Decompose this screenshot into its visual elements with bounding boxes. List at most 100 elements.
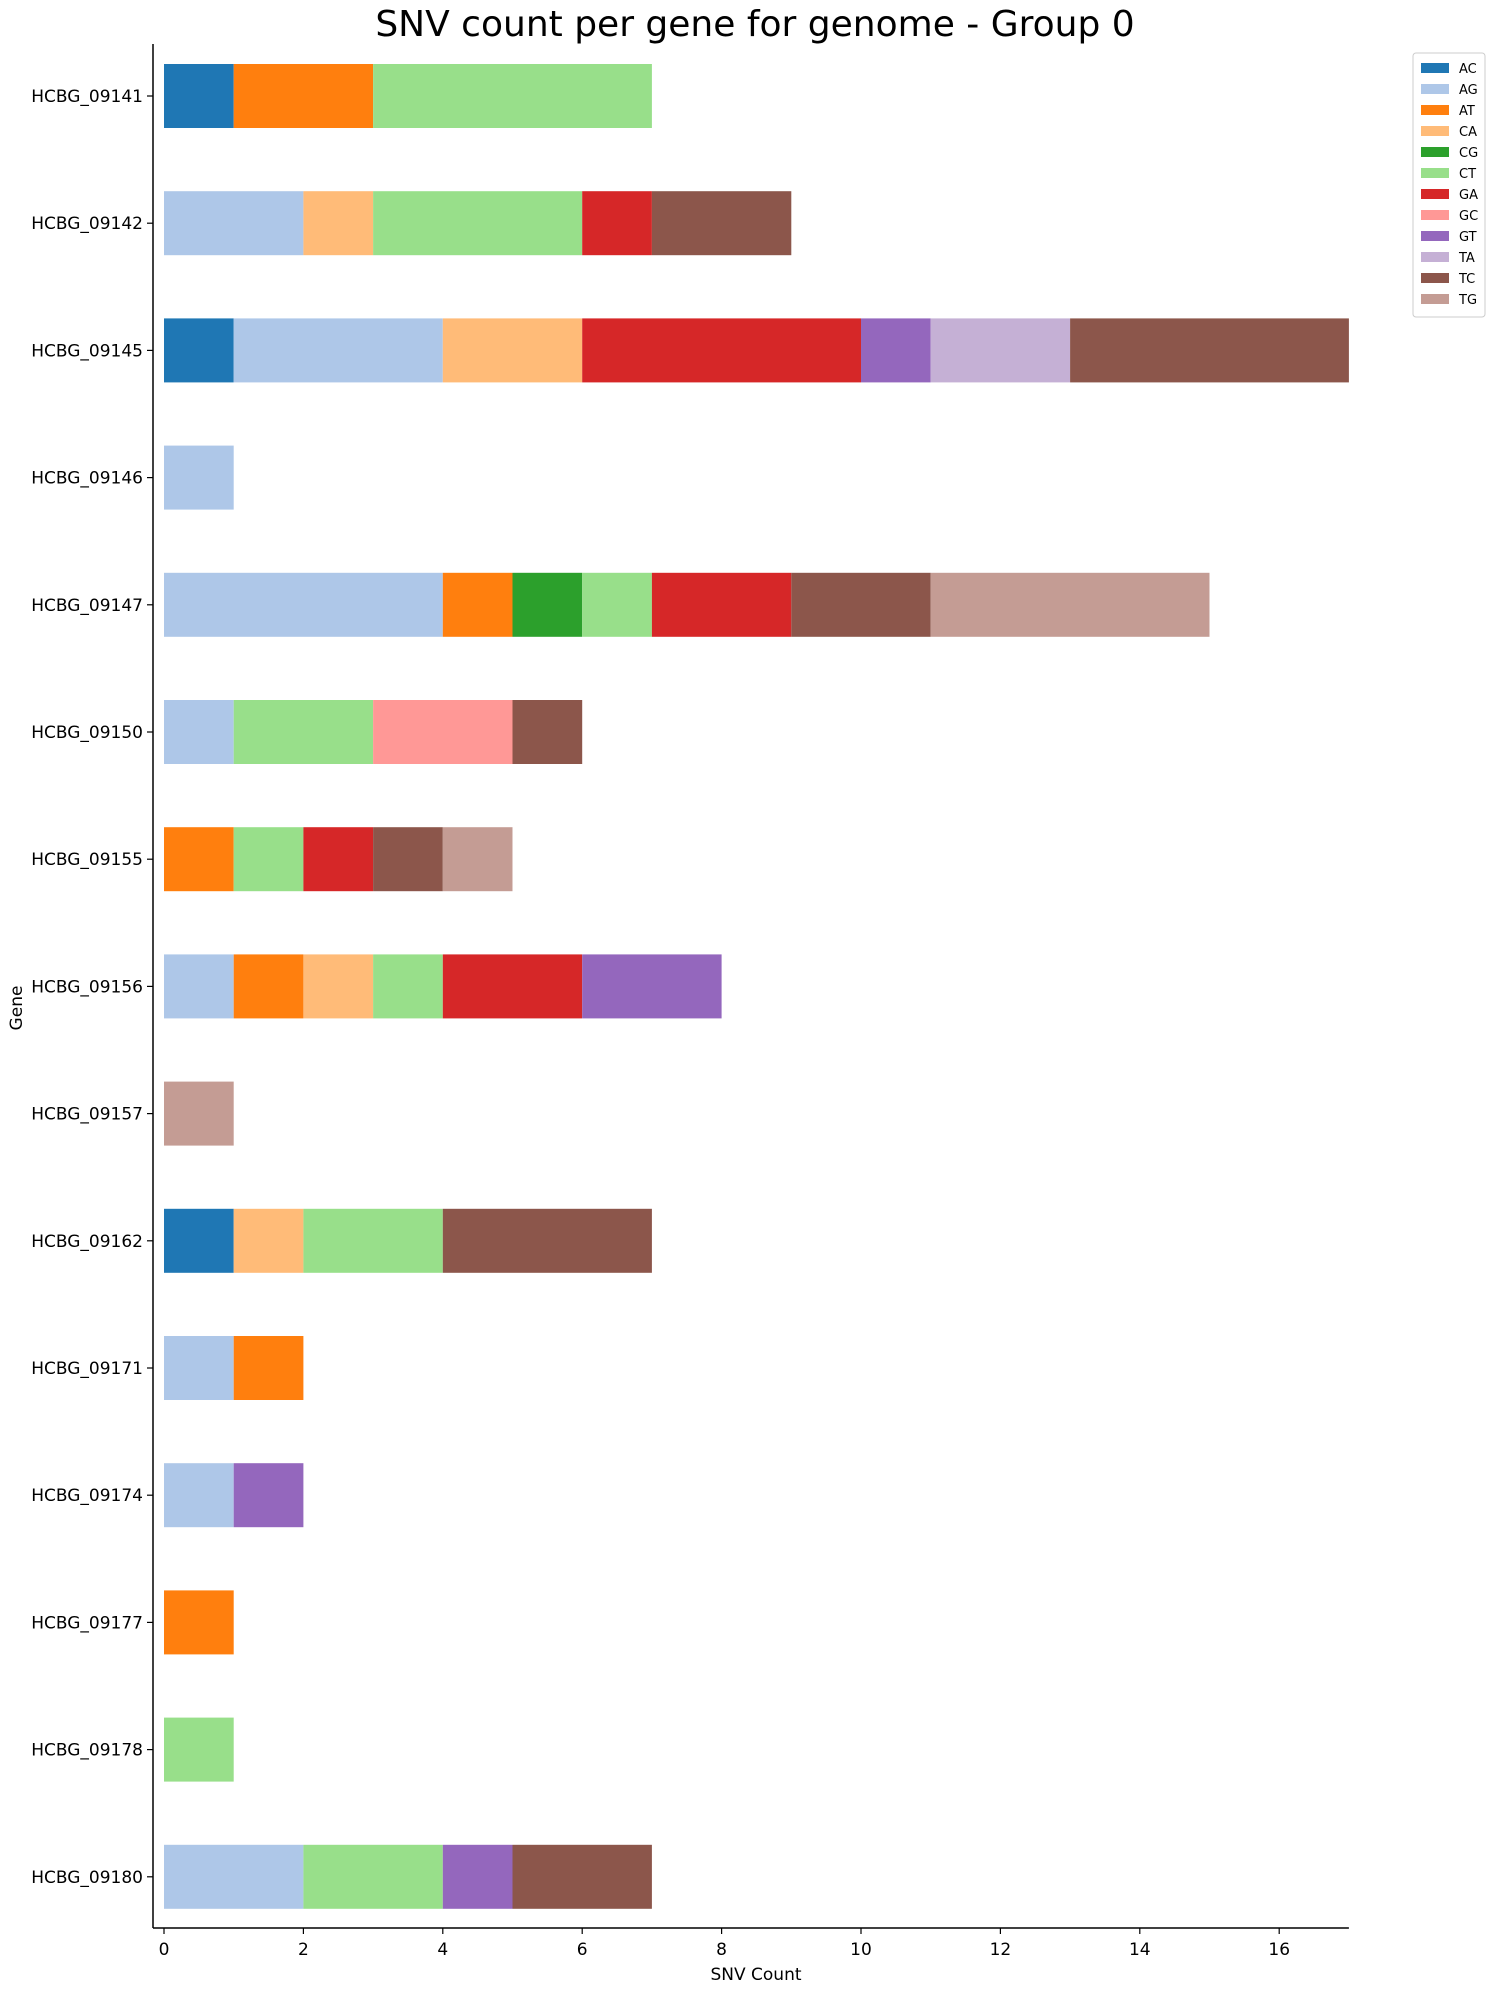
y-tick-label: HCBG_09145 [31, 341, 143, 361]
y-tick-label: HCBG_09174 [31, 1486, 143, 1506]
bar-segment-hcbg-09147-at [442, 572, 513, 637]
x-axis: 0 2 4 6 8 10 12 14 16 [153, 1927, 1349, 1960]
legend-label-cg: CG [1459, 146, 1478, 161]
bar-segment-hcbg-09145-gt [861, 318, 931, 383]
legend-label-ca: CA [1459, 125, 1477, 140]
bar-segment-hcbg-09145-ac [164, 318, 234, 383]
y-tick-label: HCBG_09162 [31, 1232, 143, 1252]
y-tick-label: HCBG_09171 [31, 1359, 143, 1379]
legend-swatch-ga [1421, 189, 1449, 199]
bar-segment-hcbg-09180-tc [512, 1844, 652, 1909]
bar-segment-hcbg-09162-ca [233, 1208, 304, 1273]
legend-swatch-tg [1421, 294, 1449, 304]
bar-segment-hcbg-09157-tg [164, 1081, 234, 1146]
y-tick-label: HCBG_09141 [31, 87, 143, 107]
legend-swatch-gt [1421, 231, 1449, 241]
x-tick-label: 4 [437, 1940, 448, 1960]
bar-segment-hcbg-09171-ag [164, 1336, 234, 1400]
x-tick-label: 2 [298, 1940, 309, 1960]
x-axis-label: SNV Count [710, 1965, 801, 1985]
y-axis: HCBG_09141 HCBG_09142 HCBG_09145 HCBG_09146… [31, 44, 154, 1928]
legend-swatch-ct [1421, 168, 1449, 178]
y-tick-label: HCBG_09142 [31, 214, 143, 234]
y-tick-label: HCBG_09146 [31, 469, 143, 489]
legend-label-ga: GA [1459, 188, 1478, 203]
legend-label-ag: AG [1459, 83, 1478, 98]
bar-segment-hcbg-09142-ca [303, 191, 374, 256]
bar-segment-hcbg-09156-ag [164, 954, 234, 1019]
bar-segment-hcbg-09141-ac [164, 64, 234, 128]
bar-segment-hcbg-09145-ag [233, 318, 443, 383]
y-tick-label: HCBG_09177 [31, 1613, 143, 1633]
bar-segment-hcbg-09147-tc [791, 572, 931, 637]
bar-segment-hcbg-09150-gc [373, 700, 513, 764]
bar-segment-hcbg-09174-ag [164, 1463, 234, 1528]
bar-segment-hcbg-09141-ct [373, 64, 652, 128]
bar-segment-hcbg-09145-ta [930, 318, 1071, 383]
x-tick-label: 0 [159, 1940, 170, 1960]
y-axis-label: Gene [7, 986, 27, 1031]
legend-label-ta: TA [1458, 251, 1475, 266]
y-tick-label: HCBG_09150 [31, 723, 143, 743]
bar-segment-hcbg-09145-ga [582, 318, 861, 383]
bar-segment-hcbg-09156-gt [582, 954, 722, 1019]
legend-label-gt: GT [1459, 230, 1477, 245]
bar-segment-hcbg-09180-gt [442, 1844, 513, 1909]
bar-segment-hcbg-09147-ct [582, 572, 652, 637]
legend-swatch-tc [1421, 273, 1449, 283]
bar-segment-hcbg-09180-ag [164, 1844, 304, 1909]
bar-segment-hcbg-09178-ct [164, 1717, 234, 1782]
bar-segment-hcbg-09156-at [233, 954, 304, 1019]
bar-segment-hcbg-09180-ct [303, 1844, 443, 1909]
bar-segment-hcbg-09162-ac [164, 1208, 234, 1273]
legend-swatch-ta [1421, 252, 1449, 262]
bar-segment-hcbg-09141-at [233, 64, 374, 128]
legend-label-ct: CT [1459, 167, 1476, 182]
bar-segment-hcbg-09147-cg [512, 572, 583, 637]
bar-segment-hcbg-09150-tc [512, 700, 583, 764]
y-tick-label: HCBG_09147 [31, 596, 143, 616]
bar-segment-hcbg-09147-ga [651, 572, 792, 637]
bar-segment-hcbg-09155-tg [442, 827, 513, 892]
legend-swatch-ag [1421, 84, 1449, 94]
bar-segment-hcbg-09155-ct [233, 827, 304, 892]
bar-segment-hcbg-09156-ct [373, 954, 443, 1019]
bar-segment-hcbg-09142-ct [373, 191, 583, 256]
legend-label-ac: AC [1459, 62, 1477, 77]
chart-title: SNV count per gene for genome - Group 0 [375, 4, 1134, 45]
legend-swatch-cg [1421, 147, 1449, 157]
x-tick-label: 16 [1268, 1940, 1290, 1960]
x-tick-label: 6 [577, 1940, 588, 1960]
bar-segment-hcbg-09162-tc [442, 1208, 652, 1273]
bar-segment-hcbg-09177-at [164, 1590, 234, 1655]
legend-swatch-ac [1421, 63, 1449, 73]
x-tick-label: 12 [990, 1940, 1012, 1960]
bar-segment-hcbg-09171-at [233, 1336, 304, 1400]
legend-label-tg: TG [1458, 293, 1477, 308]
bar-segment-hcbg-09142-ag [164, 191, 304, 256]
bar-segment-hcbg-09146-ag [164, 445, 234, 510]
legend: AC AG AT CA CG CT GA GC GT TA TC TG [1412, 52, 1486, 318]
legend-swatch-at [1421, 105, 1449, 115]
x-tick-label: 14 [1129, 1940, 1151, 1960]
legend-label-gc: GC [1459, 209, 1478, 224]
bar-segment-hcbg-09162-ct [303, 1208, 443, 1273]
bar-segment-hcbg-09155-tc [373, 827, 443, 892]
bar-segment-hcbg-09147-ag [164, 572, 443, 637]
y-tick-label: HCBG_09180 [31, 1868, 143, 1888]
legend-swatch-gc [1421, 210, 1449, 220]
bar-segment-hcbg-09142-ga [582, 191, 652, 256]
x-tick-label: 10 [850, 1940, 872, 1960]
bar-segment-hcbg-09156-ca [303, 954, 374, 1019]
bar-segment-hcbg-09150-ct [233, 700, 374, 764]
bar-segment-hcbg-09145-ca [442, 318, 583, 383]
bar-segment-hcbg-09142-tc [651, 191, 792, 256]
bars-layer [164, 64, 1349, 1909]
legend-label-tc: TC [1458, 272, 1475, 287]
legend-label-at: AT [1459, 104, 1475, 119]
y-tick-label: HCBG_09156 [31, 977, 143, 997]
bar-segment-hcbg-09156-ga [442, 954, 583, 1019]
bar-segment-hcbg-09155-ga [303, 827, 374, 892]
x-tick-label: 8 [716, 1940, 727, 1960]
